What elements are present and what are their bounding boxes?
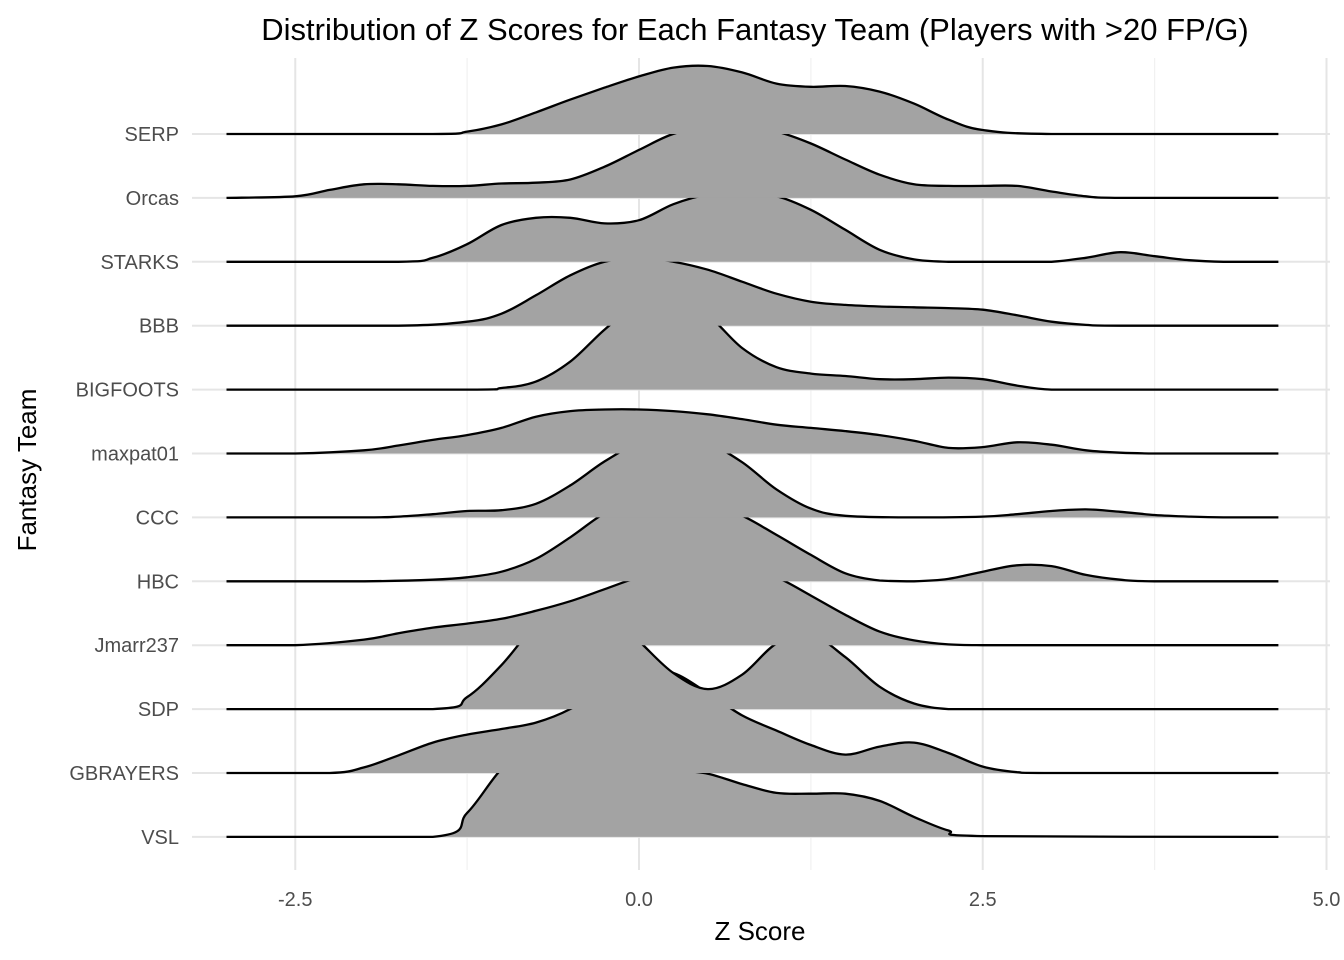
y-tick-label: VSL xyxy=(141,827,179,849)
ridge-sdp xyxy=(226,602,1279,711)
x-tick-label: 0.0 xyxy=(625,889,653,911)
y-tick-label: BIGFOOTS xyxy=(76,380,179,402)
y-tick-label: GBRAYERS xyxy=(69,763,179,785)
y-tick-label: maxpat01 xyxy=(91,444,179,466)
ridge-hbc xyxy=(226,495,1279,583)
y-tick-label: HBC xyxy=(137,571,179,593)
ridge-serp xyxy=(226,64,1279,136)
y-tick-label: Jmarr237 xyxy=(95,635,179,657)
y-tick-label: Orcas xyxy=(126,188,179,210)
ridges xyxy=(226,64,1279,839)
ridge-bigfoots xyxy=(226,295,1279,391)
y-tick-label: BBB xyxy=(139,316,179,338)
ridge-ccc xyxy=(226,436,1279,519)
y-tick-label: CCC xyxy=(136,507,179,529)
y-tick-labels: SERP Orcas STARKS BBB BIGFOOTS maxpat01 CCC HBC… xyxy=(69,124,179,849)
ridge-maxpat01 xyxy=(226,408,1279,455)
y-tick-label: SERP xyxy=(125,124,179,146)
x-tick-label: -2.5 xyxy=(278,889,312,911)
ridge-bbb xyxy=(226,256,1279,327)
x-tick-label: 2.5 xyxy=(969,889,997,911)
ridge-vsl xyxy=(226,735,1279,839)
y-axis-title: Fantasy Team xyxy=(12,389,42,552)
y-tick-label: SDP xyxy=(138,699,179,721)
x-tick-label: 5.0 xyxy=(1313,889,1341,911)
y-tick-label: STARKS xyxy=(100,252,179,274)
chart-title: Distribution of Z Scores for Each Fantas… xyxy=(261,12,1249,47)
ridge-starks xyxy=(226,192,1279,263)
x-axis-title: Z Score xyxy=(714,916,805,946)
ridge-orcas xyxy=(226,124,1279,200)
x-tick-labels: -2.5 0.0 2.5 5.0 xyxy=(278,889,1340,911)
